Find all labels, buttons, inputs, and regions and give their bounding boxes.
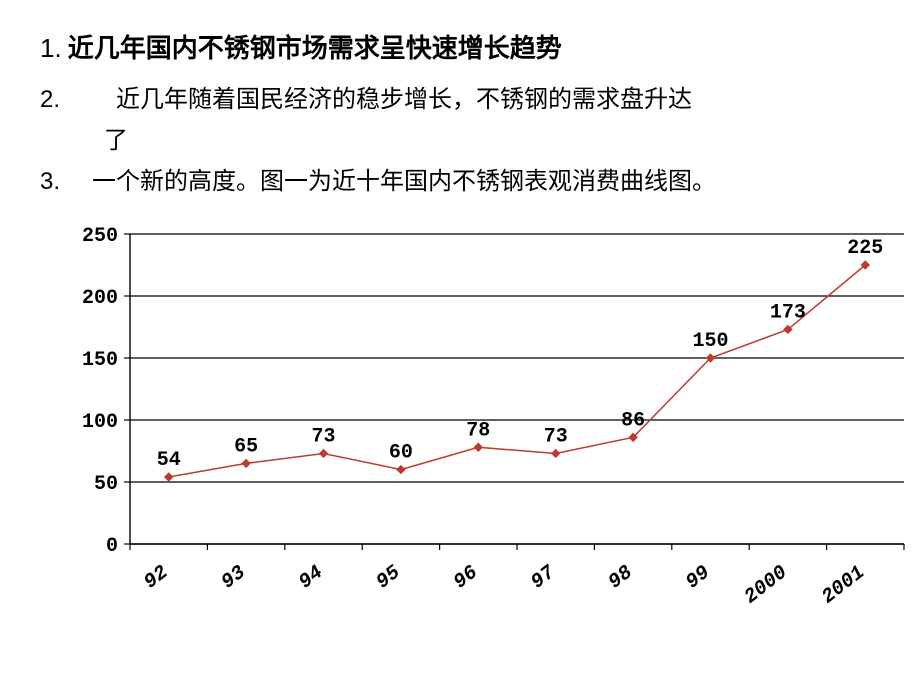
paragraph-3-text: 一个新的高度。图一为近十年国内不锈钢表观消费曲线图。 — [92, 161, 880, 196]
svg-text:60: 60 — [389, 442, 413, 465]
svg-text:78: 78 — [466, 419, 490, 442]
svg-text:73: 73 — [311, 425, 335, 448]
heading-1: 1.近几年国内不锈钢市场需求呈快速增长趋势 — [40, 28, 880, 65]
svg-text:94: 94 — [295, 561, 328, 594]
svg-text:2001: 2001 — [818, 561, 870, 609]
consumption-chart: 0 50 100 150 200 250 92 93 94 95 96 97 98 99 2000 2001 5… — [40, 204, 880, 634]
svg-text:96: 96 — [450, 561, 483, 594]
heading-1-num: 1. — [40, 33, 62, 63]
svg-text:173: 173 — [770, 301, 806, 324]
chart-svg: 0 50 100 150 200 250 92 93 94 95 96 97 98 99 2000 2001 5… — [40, 204, 920, 634]
svg-text:65: 65 — [234, 435, 258, 458]
svg-text:93: 93 — [217, 561, 250, 594]
svg-text:92: 92 — [140, 561, 173, 594]
paragraph-2-text: 近几年随着国民经济的稳步增长，不锈钢的需求盘升达 — [92, 79, 880, 114]
svg-text:86: 86 — [621, 409, 645, 432]
heading-1-text: 近几年国内不锈钢市场需求呈快速增长趋势 — [68, 34, 562, 63]
paragraph-2-num: 2. — [40, 86, 68, 114]
paragraph-3: 3. 一个新的高度。图一为近十年国内不锈钢表观消费曲线图。 — [40, 161, 880, 196]
paragraph-2-cont: 了 — [104, 120, 880, 155]
svg-text:99: 99 — [682, 561, 715, 594]
svg-text:54: 54 — [157, 449, 181, 472]
svg-text:95: 95 — [372, 561, 405, 594]
paragraph-3-num: 3. — [40, 168, 68, 196]
svg-text:200: 200 — [82, 287, 118, 310]
svg-text:50: 50 — [94, 473, 118, 496]
svg-text:97: 97 — [527, 561, 561, 595]
svg-text:250: 250 — [82, 225, 118, 248]
svg-text:2000: 2000 — [740, 561, 792, 609]
svg-text:98: 98 — [604, 561, 637, 594]
svg-text:150: 150 — [82, 349, 118, 372]
svg-text:73: 73 — [544, 425, 568, 448]
paragraph-2: 2. 近几年随着国民经济的稳步增长，不锈钢的需求盘升达 — [40, 79, 880, 114]
svg-text:100: 100 — [82, 411, 118, 434]
svg-text:225: 225 — [847, 237, 883, 260]
svg-text:0: 0 — [106, 535, 118, 558]
svg-text:150: 150 — [692, 330, 728, 353]
